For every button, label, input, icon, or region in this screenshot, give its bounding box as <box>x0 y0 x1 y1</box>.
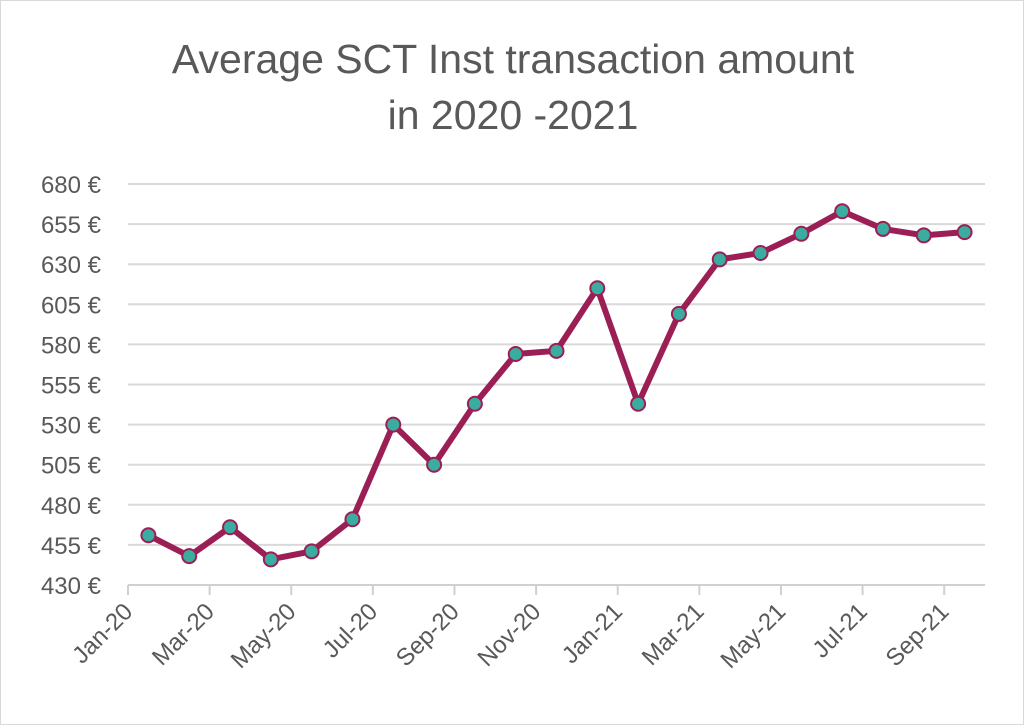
data-point <box>548 342 565 359</box>
y-tick-label: 580 € <box>41 332 102 359</box>
chart-title-line-1: Average SCT Inst transaction amount <box>172 36 855 82</box>
x-tick-label: Nov-20 <box>473 598 547 672</box>
x-tick-label: Sep-20 <box>391 598 465 672</box>
data-point <box>426 456 443 473</box>
y-tick-label: 630 € <box>41 252 102 279</box>
x-tick-label: Sep-21 <box>881 598 955 672</box>
y-tick-label: 480 € <box>41 493 102 520</box>
data-point <box>140 527 157 544</box>
chart-title-line-2: in 2020 -2021 <box>388 92 639 138</box>
data-point <box>466 395 483 412</box>
data-point <box>344 511 361 528</box>
x-tick-label: May-20 <box>226 598 302 674</box>
y-tick-label: 530 € <box>41 413 102 440</box>
x-tick-label: Jan-21 <box>557 598 628 669</box>
x-tick-label: Mar-20 <box>147 598 220 671</box>
data-point <box>752 244 769 261</box>
x-tick-label: Jul-20 <box>318 598 383 663</box>
data-point <box>834 203 851 220</box>
x-tick-label: Jul-21 <box>807 598 872 663</box>
data-point <box>222 519 239 536</box>
y-tick-label: 555 € <box>41 373 102 400</box>
data-point <box>385 416 402 433</box>
x-tick-label: Jan-20 <box>67 598 138 669</box>
data-point <box>630 395 647 412</box>
y-tick-label: 430 € <box>41 573 102 600</box>
y-tick-label: 655 € <box>41 212 102 239</box>
data-point <box>670 305 687 322</box>
data-point <box>507 346 524 363</box>
data-point <box>915 227 932 244</box>
data-point <box>874 220 891 237</box>
data-point <box>956 224 973 241</box>
x-tick-label: May-21 <box>716 598 792 674</box>
data-point <box>711 251 728 268</box>
y-tick-label: 455 € <box>41 533 102 560</box>
data-point <box>181 548 198 565</box>
y-tick-label: 605 € <box>41 292 102 319</box>
x-tick-label: Mar-21 <box>637 598 710 671</box>
data-point <box>589 280 606 297</box>
y-tick-label: 505 € <box>41 453 102 480</box>
y-tick-label: 680 € <box>41 172 102 199</box>
data-point <box>793 225 810 242</box>
data-point <box>262 551 279 568</box>
data-point <box>303 543 320 560</box>
